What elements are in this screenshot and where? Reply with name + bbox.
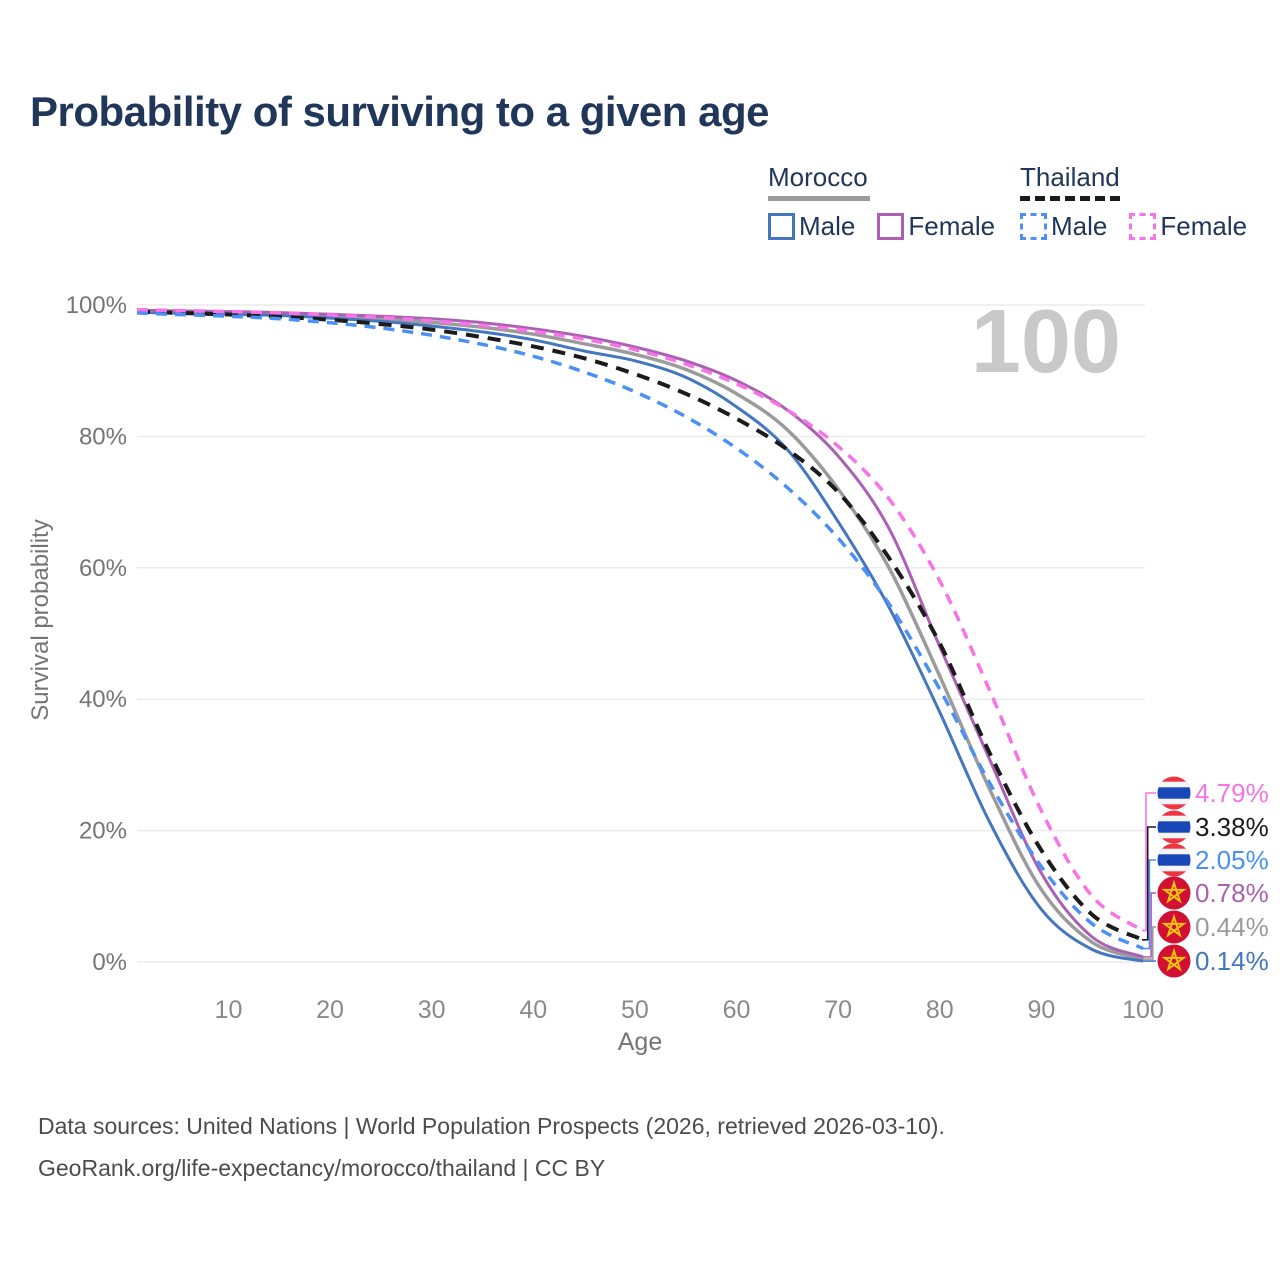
legend-swatch-thailand-male[interactable] (1020, 213, 1047, 240)
y-tick-label: 20% (79, 818, 127, 845)
x-tick-label: 80 (926, 996, 954, 1024)
x-tick-label: 40 (519, 996, 547, 1024)
end-label-connector (1142, 826, 1156, 941)
x-tick-label: 60 (723, 996, 751, 1024)
morocco-flag-icon (1157, 910, 1191, 944)
thailand-flag-icon (1157, 810, 1191, 844)
end-label-row-morocco-3: 0.78% (1157, 876, 1269, 910)
x-tick-label: 50 (621, 996, 649, 1024)
legend-country-thailand[interactable]: Thailand (1020, 162, 1120, 192)
end-label-value: 0.14% (1195, 945, 1269, 976)
end-label-value: 0.44% (1195, 911, 1269, 942)
y-axis-title: Survival probability (27, 519, 54, 720)
legend-swatch-morocco-male[interactable] (768, 213, 795, 240)
y-tick-label: 80% (79, 423, 127, 450)
end-label-value: 4.79% (1195, 777, 1269, 808)
x-tick-label: 100 (1122, 996, 1164, 1024)
series-line-thailand-female[interactable] (136, 307, 1144, 932)
legend-underline-morocco (768, 196, 870, 201)
end-label-value: 3.38% (1195, 811, 1269, 842)
series-line-morocco-female[interactable] (136, 308, 1144, 959)
legend-swatch-thailand-female[interactable] (1129, 213, 1157, 240)
end-label-row-morocco-5: 0.14% (1157, 944, 1269, 978)
legend-label-thailand-female[interactable]: Female (1160, 211, 1248, 241)
footer-link: GeoRank.org/life-expectancy/morocco/thai… (38, 1154, 606, 1181)
x-tick-label: 10 (215, 996, 243, 1024)
footer: Data sources: United Nations | World Pop… (38, 1106, 945, 1190)
legend-label-thailand-male[interactable]: Male (1051, 211, 1108, 241)
series-line-thailand-total[interactable] (136, 309, 1144, 942)
end-label-row-thailand-1: 3.38% (1157, 810, 1269, 844)
end-label-connector (1142, 859, 1156, 950)
series-line-thailand-male[interactable] (136, 311, 1144, 951)
x-tick-label: 20 (316, 996, 344, 1024)
morocco-flag-icon (1157, 876, 1191, 910)
legend-swatch-morocco-female[interactable] (877, 213, 905, 240)
page-title: Probability of surviving to a given age (30, 88, 769, 135)
end-label-row-morocco-4: 0.44% (1157, 910, 1269, 944)
legend-group-morocco: Morocco Male Female (768, 162, 1017, 242)
footer-sources: Data sources: United Nations | World Pop… (38, 1113, 945, 1139)
y-tick-label: 60% (79, 555, 127, 582)
legend-group-thailand: Thailand Male Female (1020, 162, 1269, 242)
x-tick-label: 30 (418, 996, 446, 1024)
series-line-morocco-male[interactable] (136, 310, 1144, 963)
end-label-row-thailand-0: 4.79% (1157, 776, 1269, 810)
y-tick-label: 40% (79, 686, 127, 713)
legend-underline-thailand (1020, 196, 1120, 201)
end-label-value: 0.78% (1195, 877, 1269, 908)
series-line-morocco-total[interactable] (136, 309, 1144, 961)
legend-label-morocco-female[interactable]: Female (908, 211, 996, 241)
thailand-flag-icon (1157, 776, 1191, 810)
legend-label-morocco-male[interactable]: Male (799, 211, 856, 241)
legend-country-morocco[interactable]: Morocco (768, 162, 868, 192)
watermark-age-100: 100 (971, 292, 1121, 392)
y-tick-label: 100% (66, 292, 127, 319)
thailand-flag-icon (1157, 843, 1191, 877)
end-label-connector (1142, 892, 1156, 958)
y-tick-label: 0% (92, 949, 127, 976)
end-label-connector (1142, 926, 1156, 960)
x-axis-title: Age (618, 1028, 662, 1056)
x-tick-label: 90 (1027, 996, 1055, 1024)
end-label-value: 2.05% (1195, 844, 1269, 875)
end-label-connector (1142, 792, 1156, 932)
morocco-flag-icon (1157, 944, 1191, 978)
end-label-row-thailand-2: 2.05% (1157, 843, 1269, 877)
x-tick-label: 70 (824, 996, 852, 1024)
